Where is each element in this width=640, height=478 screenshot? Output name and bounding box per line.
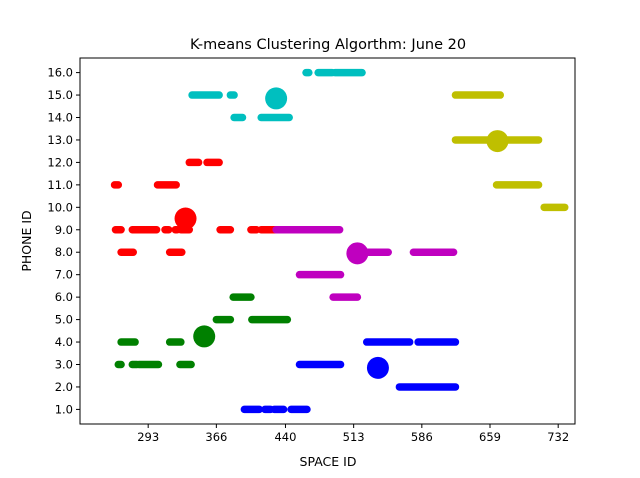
cluster-centroid-2	[193, 325, 216, 348]
y-tick-label: 6.0	[55, 290, 73, 304]
cluster-centroid-4	[486, 130, 509, 153]
cluster-2	[114, 293, 292, 369]
y-tick-label: 14.0	[47, 111, 73, 125]
cluster-centroid-5	[346, 242, 369, 265]
y-tick-label: 12.0	[47, 155, 73, 169]
cluster-6	[240, 338, 460, 414]
chart-title: K-means Clustering Algorthm: June 20	[190, 37, 466, 53]
y-tick-label: 7.0	[55, 268, 73, 282]
x-tick-label: 293	[137, 430, 159, 444]
cluster-1	[110, 158, 280, 256]
y-axis: 1.0 2.0 3.0 4.0 5.0 6.0 7.0 8.0 9.0 10.0 11.0 12.0 1…	[47, 66, 80, 416]
x-axis-label: SPACE ID	[300, 454, 357, 469]
y-tick-label: 13.0	[47, 133, 73, 147]
cluster-centroid-6	[366, 356, 389, 379]
x-tick-label: 732	[547, 430, 569, 444]
x-axis: 293 366 440 513 586 659 732	[137, 424, 569, 444]
cluster-centroid-3	[265, 87, 288, 110]
x-tick-label: 513	[343, 430, 365, 444]
y-tick-label: 9.0	[55, 223, 73, 237]
x-tick-label: 586	[411, 430, 433, 444]
x-tick-label: 366	[205, 430, 227, 444]
y-tick-label: 3.0	[55, 357, 73, 371]
x-tick-label: 659	[479, 430, 501, 444]
cluster-3	[188, 68, 366, 122]
y-tick-label: 1.0	[55, 402, 73, 416]
y-tick-label: 10.0	[47, 200, 73, 214]
plot-frame	[79, 57, 576, 425]
y-tick-label: 15.0	[47, 88, 73, 102]
x-tick-label: 440	[274, 430, 296, 444]
y-axis-label: PHONE ID	[19, 210, 34, 271]
y-tick-label: 5.0	[55, 313, 73, 327]
y-tick-label: 8.0	[55, 245, 73, 259]
data-layer	[110, 68, 569, 414]
cluster-centroid-1	[174, 207, 197, 230]
y-tick-label: 2.0	[55, 380, 73, 394]
y-tick-label: 4.0	[55, 335, 73, 349]
y-tick-label: 16.0	[47, 66, 73, 80]
y-tick-label: 11.0	[47, 178, 73, 192]
